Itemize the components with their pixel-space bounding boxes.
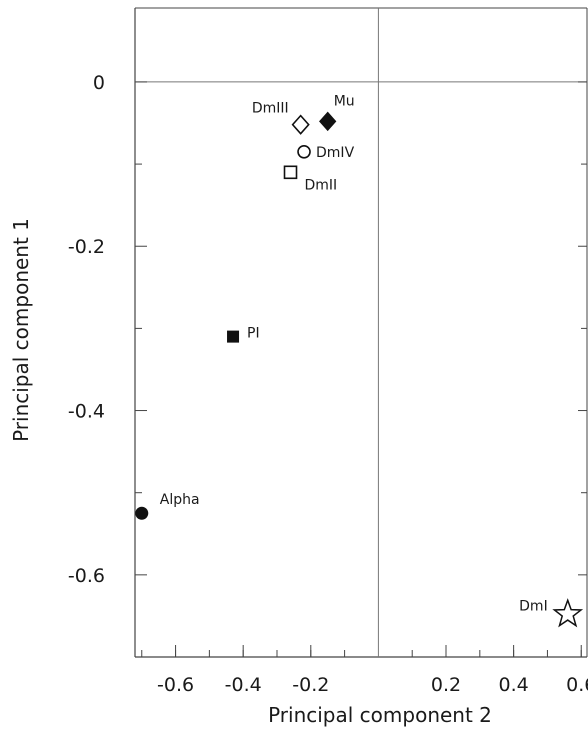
point-label-mu: Mu (334, 93, 355, 109)
y-tick-label: 0 (93, 72, 105, 94)
point-alpha (135, 506, 149, 520)
point-labels: Mu DmIII DmIV DmII PI Alpha DmI (160, 93, 548, 614)
point-label-alpha: Alpha (160, 492, 200, 508)
point-dmii (283, 165, 298, 180)
point-pi (227, 330, 240, 343)
point-label-dmiii: DmIII (252, 101, 289, 117)
x-tick-label: 0.2 (431, 674, 461, 696)
point-label-dmi: DmI (519, 598, 548, 614)
point-label-dmiv: DmIV (316, 145, 355, 161)
x-tick-label: 0.4 (499, 674, 529, 696)
data-points (135, 111, 584, 628)
axis-ticks (135, 81, 587, 657)
y-tick-label: -0.4 (68, 401, 105, 423)
y-axis-title: Principal component 1 (9, 218, 33, 442)
x-tick-label: 0.6 (566, 674, 588, 696)
point-mu (319, 111, 337, 132)
x-tick-label: -0.4 (225, 674, 262, 696)
x-tick-label: -0.6 (157, 674, 194, 696)
plot-frame (134, 7, 588, 658)
point-dmiv (297, 144, 311, 159)
x-tick-label: -0.2 (292, 674, 329, 696)
x-axis-title: Principal component 2 (268, 703, 492, 727)
reference-lines (135, 8, 587, 657)
axis-tick-labels: -0.6 -0.4 -0.2 0.2 0.4 0.6 0 -0.2 -0.4 -0.6 (68, 72, 588, 696)
point-dmi (552, 598, 584, 628)
y-tick-label: -0.6 (68, 565, 105, 587)
y-tick-label: -0.2 (68, 236, 105, 258)
point-label-pi: PI (247, 326, 260, 342)
point-dmiii (291, 114, 310, 135)
point-label-dmii: DmII (305, 177, 338, 193)
